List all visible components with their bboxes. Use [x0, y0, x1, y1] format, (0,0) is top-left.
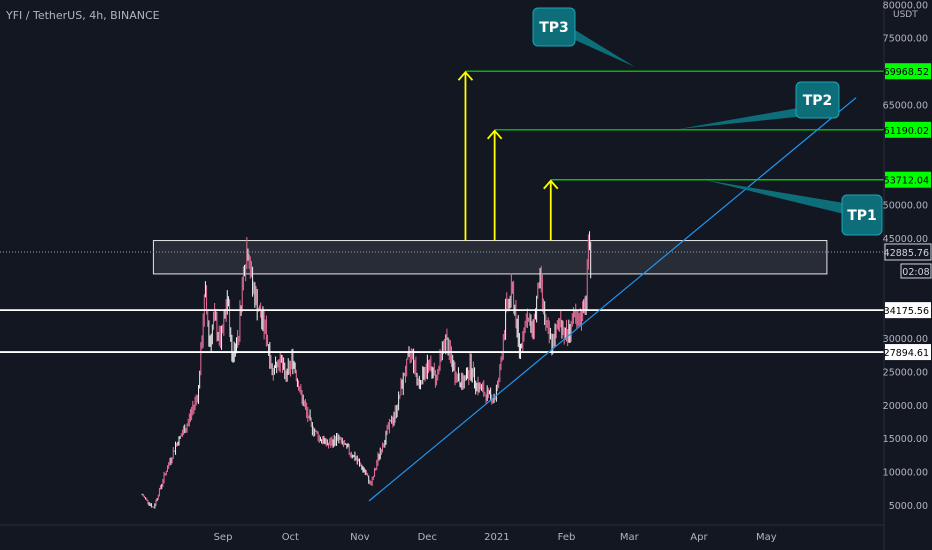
resistance-zone[interactable]	[152, 240, 828, 275]
target-arrow-head	[486, 129, 503, 140]
callout-tail	[679, 108, 806, 129]
callout-label: TP3	[539, 20, 569, 36]
callout-tp3[interactable]	[532, 7, 576, 47]
time-tick-label: May	[756, 532, 777, 543]
price-tick-label: 65000.00	[883, 100, 928, 111]
price-tag	[885, 302, 931, 319]
symbol-title: YFI / TetherUS, 4h, BINANCE	[6, 9, 160, 22]
time-tick-label: Apr	[690, 532, 708, 543]
price-tick-label: 5000.00	[889, 501, 928, 512]
price-axis[interactable]: 5000.00 10000.00 15000.00 20000.00 25000.00 3…	[883, 0, 932, 550]
price-tick-label: 15000.00	[883, 434, 928, 445]
ascending-trendline[interactable]	[368, 97, 857, 502]
price-tick-label: 25000.00	[883, 367, 928, 378]
price-tick-label: 30000.00	[883, 334, 928, 345]
price-tag-label: 69968.52	[884, 67, 929, 78]
time-tick-label: Oct	[282, 532, 299, 543]
price-tick-label: 75000.00	[883, 34, 928, 45]
price-tick-label: 10000.00	[883, 468, 928, 479]
callout-label: TP1	[847, 208, 877, 224]
price-tick-label: 45000.00	[883, 234, 928, 245]
price-tick-label: 50000.00	[883, 201, 928, 212]
time-tick-label: Feb	[558, 532, 576, 543]
time-tick-label: Nov	[350, 532, 370, 543]
countdown-tag	[900, 263, 932, 279]
callout-label: TP2	[803, 93, 833, 109]
price-tag-label: 53712.04	[884, 176, 929, 187]
price-tag	[885, 121, 931, 138]
time-tick-label: Sep	[214, 532, 233, 543]
current-price-tag	[884, 243, 932, 261]
price-tick-label: 20000.00	[883, 401, 928, 412]
target-arrow-head	[543, 179, 559, 190]
callout-tp1[interactable]	[841, 194, 883, 236]
price-tag-label: 27894.61	[884, 348, 929, 359]
price-tag-label: 34175.56	[884, 306, 929, 317]
currency-label: USDT	[893, 10, 918, 20]
time-tick-label: Mar	[620, 532, 640, 543]
callout-tail	[705, 180, 844, 214]
price-tick-label: 80000.00	[883, 0, 928, 11]
candle-series	[141, 231, 592, 509]
price-tag	[885, 63, 931, 80]
time-axis[interactable]: Sep Oct Nov Dec 2021 Feb Mar Apr May	[0, 524, 884, 543]
current-price-label: 42885.76	[884, 248, 929, 259]
callout-tp2[interactable]	[795, 81, 840, 119]
callout-tail	[575, 30, 635, 67]
target-arrow-head	[457, 70, 474, 81]
price-tag-label: 61190.02	[884, 126, 929, 137]
time-tick-label: 2021	[484, 532, 509, 543]
price-tag	[885, 171, 931, 188]
countdown-label: 02:08	[902, 267, 929, 278]
time-tick-label: Dec	[418, 532, 437, 543]
price-tag	[885, 344, 931, 361]
